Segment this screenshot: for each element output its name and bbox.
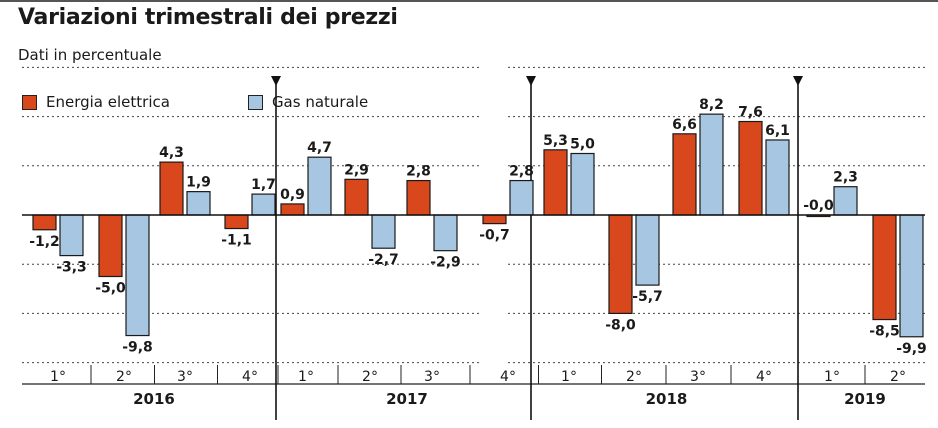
bar-energy <box>482 214 507 225</box>
data-label-gas: 2,8 <box>509 164 534 180</box>
quarter-label: 2° <box>116 369 132 385</box>
quarter-label: 4° <box>242 369 258 385</box>
data-label-energy: 6,6 <box>672 117 697 133</box>
legend-swatch-energy <box>22 94 37 110</box>
data-label-gas: 1,7 <box>251 177 276 193</box>
data-label-energy: 0,9 <box>280 187 305 203</box>
quarter-label: 3° <box>177 369 193 385</box>
legend-label-energy: Energia elettrica <box>46 93 170 111</box>
quarter-label: 2° <box>890 369 906 385</box>
year-label: 2019 <box>844 390 886 408</box>
bar-energy <box>543 149 568 216</box>
bar-gas <box>635 214 660 286</box>
data-label-gas: -5,7 <box>632 289 663 305</box>
bar-gas <box>307 156 332 216</box>
data-label-energy: -0,0 <box>803 198 834 214</box>
top-rule <box>0 0 938 2</box>
quarter-label: 3° <box>690 369 706 385</box>
quarter-label: 1° <box>561 369 577 385</box>
bar-energy <box>98 214 123 278</box>
data-label-energy: 2,8 <box>406 164 431 180</box>
data-label-gas: -2,9 <box>430 255 461 271</box>
quarter-label: 2° <box>626 369 642 385</box>
data-label-energy: -1,2 <box>29 234 60 250</box>
data-label-energy: 2,9 <box>344 162 369 178</box>
bar-gas <box>371 214 396 249</box>
bar-energy <box>32 214 57 231</box>
data-label-energy: 7,6 <box>738 105 763 121</box>
year-label: 2018 <box>646 390 688 408</box>
bar-energy <box>672 133 697 216</box>
data-label-gas: 5,0 <box>570 137 595 153</box>
quarter-label: 4° <box>500 369 516 385</box>
bar-gas <box>570 152 595 216</box>
bar-energy <box>344 178 369 216</box>
data-label-energy: -0,7 <box>479 228 510 244</box>
year-divider-marker <box>271 76 281 86</box>
data-label-gas: 1,9 <box>186 175 211 191</box>
bar-gas <box>509 179 534 216</box>
bar-gas <box>699 113 724 216</box>
chart-subtitle: Dati in percentuale <box>18 46 162 64</box>
bar-gas <box>59 214 84 257</box>
data-label-energy: -8,0 <box>605 317 636 333</box>
bar-energy <box>406 179 431 216</box>
bar-gas <box>186 191 211 216</box>
quarter-label: 1° <box>298 369 314 385</box>
bar-gas <box>433 214 458 252</box>
bar-energy <box>224 214 249 230</box>
data-label-gas: 2,3 <box>833 170 858 186</box>
bar-energy <box>608 214 633 315</box>
year-label: 2017 <box>386 390 428 408</box>
data-label-energy: -8,5 <box>869 324 900 340</box>
bar-gas <box>251 193 276 216</box>
quarter-label: 3° <box>424 369 440 385</box>
data-label-gas: 6,1 <box>765 123 790 139</box>
data-label-gas: 4,7 <box>307 140 332 156</box>
data-label-gas: -3,3 <box>56 260 87 276</box>
data-label-gas: -2,7 <box>368 252 399 268</box>
quarter-label: 1° <box>50 369 66 385</box>
year-divider-marker <box>526 76 536 86</box>
year-divider-marker <box>793 76 803 86</box>
year-label: 2016 <box>133 390 175 408</box>
legend-swatch-gas <box>247 94 263 110</box>
data-label-gas: 8,2 <box>699 97 724 113</box>
bar-gas <box>125 214 150 337</box>
bar-energy <box>738 120 763 216</box>
bar-gas <box>765 139 790 216</box>
legend: Energia elettrica Gas naturale <box>22 92 368 112</box>
data-label-gas: -9,8 <box>122 340 153 356</box>
quarter-label: 1° <box>824 369 840 385</box>
data-label-gas: -9,9 <box>896 341 927 357</box>
legend-item-energy: Energia elettrica <box>22 93 170 111</box>
chart-title: Variazioni trimestrali dei prezzi <box>18 5 398 30</box>
quarter-label: 2° <box>362 369 378 385</box>
bar-energy <box>872 214 897 321</box>
bar-gas <box>899 214 924 338</box>
legend-item-gas: Gas naturale <box>247 93 369 111</box>
quarter-label: 4° <box>756 369 772 385</box>
data-label-energy: 5,3 <box>543 133 568 149</box>
bar-energy <box>280 203 305 216</box>
bar-gas <box>833 186 858 216</box>
data-label-energy: -5,0 <box>95 281 126 297</box>
bar-energy <box>159 161 184 216</box>
legend-label-gas: Gas naturale <box>271 93 369 111</box>
data-label-energy: 4,3 <box>159 145 184 161</box>
data-label-energy: -1,1 <box>221 233 252 249</box>
